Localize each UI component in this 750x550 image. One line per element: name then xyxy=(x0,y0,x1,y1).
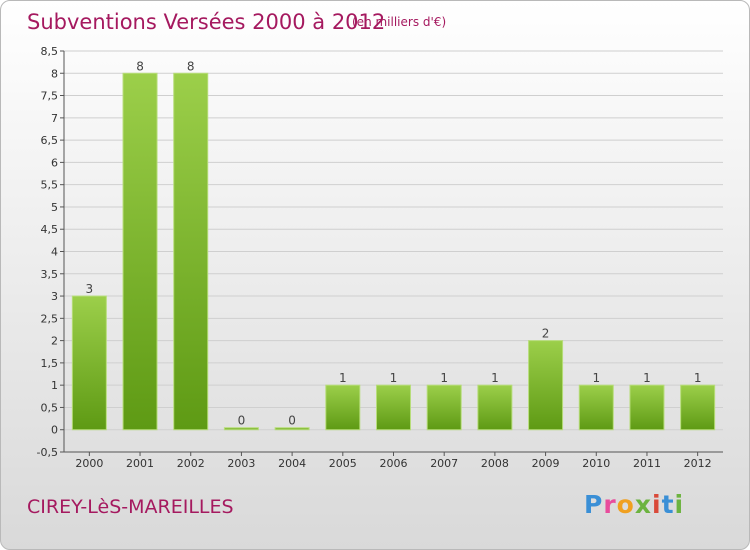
y-tick-label: 8,5 xyxy=(41,45,59,58)
y-tick-label: 4,5 xyxy=(41,223,59,236)
y-tick-label: 0 xyxy=(51,424,58,437)
axes xyxy=(60,50,723,456)
bar-2006 xyxy=(376,384,411,431)
bar-value-label: 1 xyxy=(440,371,448,385)
x-tick-label: 2010 xyxy=(582,457,610,470)
logo-letter: t xyxy=(661,490,675,519)
bar-2009 xyxy=(528,340,564,431)
y-tick-label: 3,5 xyxy=(41,268,59,281)
y-tick-label: 4 xyxy=(51,246,58,259)
y-tick-label: 7,5 xyxy=(41,90,59,103)
bar-2007 xyxy=(426,384,462,431)
bar-value-label: 1 xyxy=(390,371,398,385)
bar-value-label: 1 xyxy=(694,371,702,385)
bar-2008 xyxy=(477,384,513,431)
y-tick-label: 8 xyxy=(51,67,58,80)
labels: -0,5 0 0,5 1 1,5 2 2,5 3 3,5 4 4,5 5 5,5 6 6,5 7 7,5 8 8,5… xyxy=(37,45,712,470)
y-tick-label: 1,5 xyxy=(41,357,59,370)
chart-unit: (en milliers d'€) xyxy=(352,15,447,29)
bar-value-label: 1 xyxy=(339,371,347,385)
bar-2004 xyxy=(274,427,310,431)
bar-value-label: 8 xyxy=(136,59,144,73)
x-tick-label: 2006 xyxy=(380,457,408,470)
bar-2002 xyxy=(173,72,209,431)
bar-value-label: 0 xyxy=(288,414,296,428)
x-tick-label: 2000 xyxy=(75,457,103,470)
logo-letter: P xyxy=(584,490,604,519)
x-tick-label: 2005 xyxy=(329,457,357,470)
x-tick-label: 2004 xyxy=(278,457,306,470)
y-tick-label: -0,5 xyxy=(37,446,58,459)
y-tick-label: 5 xyxy=(51,201,58,214)
bar-value-label: 0 xyxy=(238,414,246,428)
y-tick-label: 3 xyxy=(51,290,58,303)
bar-2001 xyxy=(122,72,158,431)
x-tick-label: 2007 xyxy=(430,457,458,470)
y-tick-label: 6,5 xyxy=(41,134,59,147)
logo-letter: x xyxy=(634,490,652,519)
y-tick-label: 6 xyxy=(51,156,58,169)
bar-value-label: 1 xyxy=(643,371,651,385)
proxiti-logo[interactable]: Proxiti xyxy=(584,490,684,519)
city-name: CIREY-LèS-MAREILLES xyxy=(27,496,234,518)
bars xyxy=(71,72,716,431)
logo-letter: r xyxy=(603,490,617,519)
x-tick-label: 2003 xyxy=(227,457,255,470)
y-tick-label: 2 xyxy=(51,335,58,348)
bar-2010 xyxy=(578,384,614,431)
chart-title: Subventions Versées 2000 à 2012 xyxy=(27,10,386,34)
logo-letter: i xyxy=(652,490,662,519)
bar-value-label: 1 xyxy=(491,371,499,385)
x-tick-label: 2009 xyxy=(532,457,560,470)
y-tick-label: 7 xyxy=(51,112,58,125)
logo-letter: i xyxy=(674,490,685,519)
logo-letter: o xyxy=(616,490,635,519)
bar-2003 xyxy=(223,427,259,431)
y-tick-label: 5,5 xyxy=(41,179,59,192)
bar-value-label: 8 xyxy=(187,59,195,73)
bar-2012 xyxy=(680,384,716,431)
bar-value-label: 3 xyxy=(86,282,94,296)
bar-value-label: 1 xyxy=(592,371,600,385)
y-tick-label: 0,5 xyxy=(41,401,59,414)
x-tick-label: 2012 xyxy=(684,457,712,470)
x-tick-label: 2002 xyxy=(177,457,205,470)
bar-2011 xyxy=(629,384,665,431)
bar-2000 xyxy=(71,295,107,431)
x-tick-label: 2011 xyxy=(633,457,661,470)
bar-2005 xyxy=(325,384,361,431)
x-tick-label: 2008 xyxy=(481,457,509,470)
bar-value-label: 2 xyxy=(542,327,550,341)
y-tick-label: 1 xyxy=(51,379,58,392)
x-tick-label: 2001 xyxy=(126,457,154,470)
y-tick-label: 2,5 xyxy=(41,312,59,325)
